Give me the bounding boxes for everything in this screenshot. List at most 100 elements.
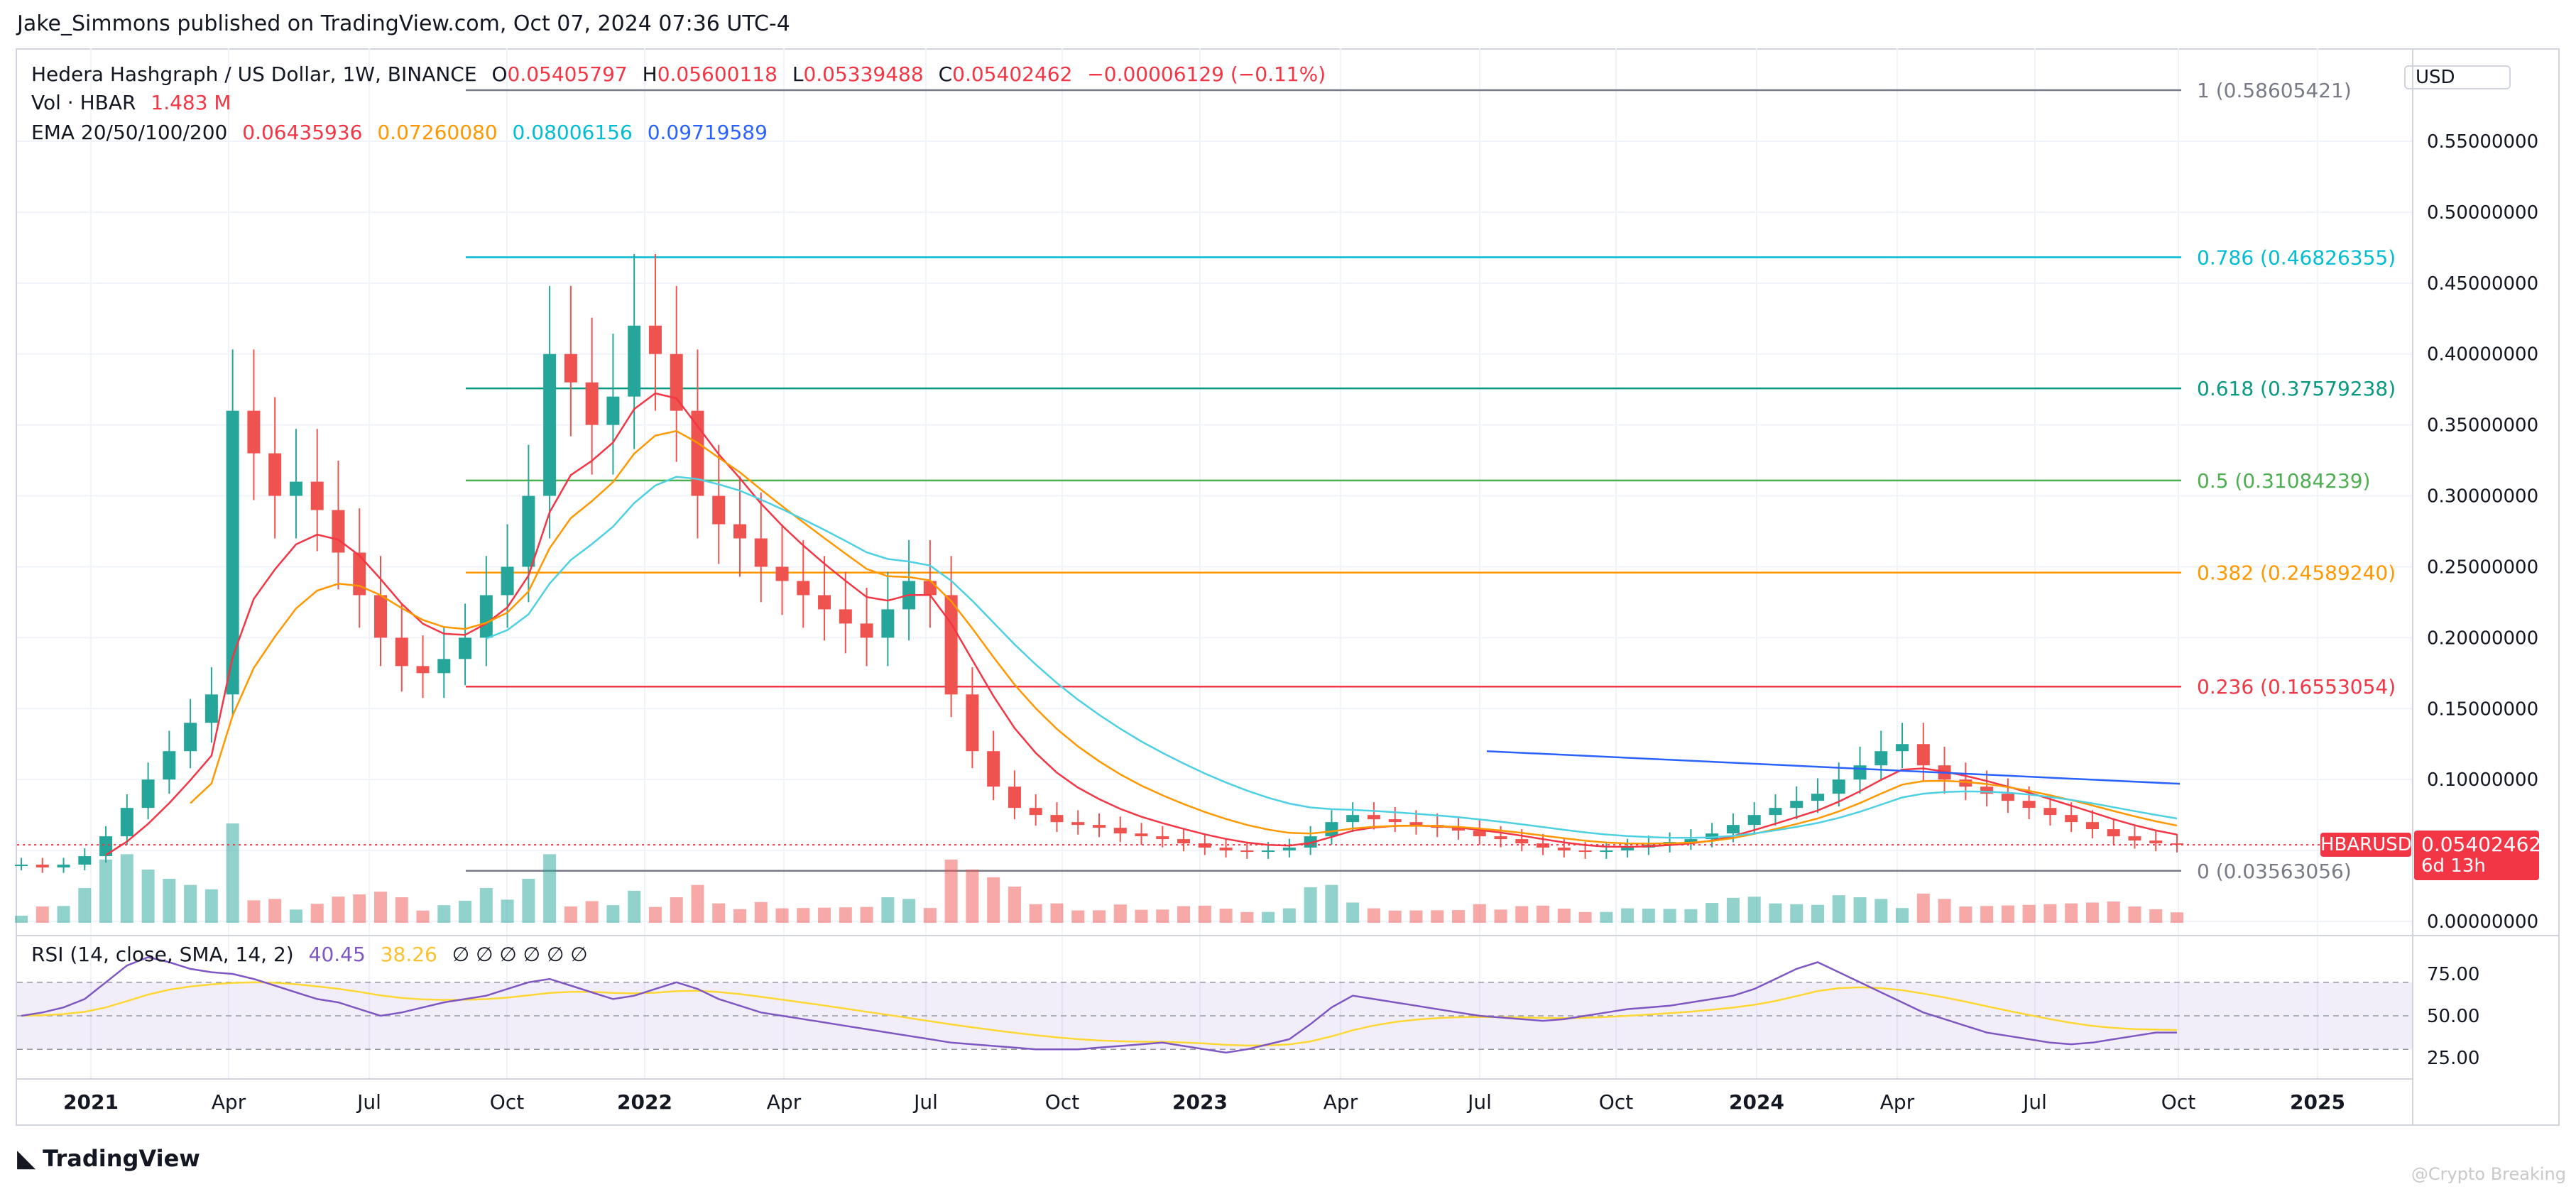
volume-bar	[1853, 897, 1867, 923]
candle-body	[374, 595, 387, 638]
volume-bar	[1494, 909, 1507, 923]
volume-bar	[1452, 910, 1465, 923]
candle-body	[1747, 815, 1761, 826]
candle-body	[1113, 828, 1127, 834]
volume-bar	[1409, 910, 1423, 923]
volume-bar	[1600, 911, 1613, 923]
current-price-value: 0.05402462	[2421, 833, 2542, 856]
price-tick-label: 0.30000000	[2427, 486, 2538, 508]
candle-body	[120, 808, 133, 837]
volume-bar	[691, 884, 704, 923]
volume-bar	[1325, 884, 1338, 923]
price-tick-label: 0.55000000	[2427, 131, 2538, 153]
time-tick-label: Oct	[2161, 1090, 2195, 1114]
ema-legend[interactable]: EMA 20/50/100/200 0.06435936 0.07260080 …	[31, 121, 768, 144]
volume-bar	[332, 897, 345, 923]
candle-body	[1832, 779, 1845, 794]
time-tick-label: 2021	[63, 1090, 119, 1114]
volume-bar	[818, 907, 831, 923]
candle-body	[1240, 850, 1254, 853]
volume-bar	[2085, 902, 2099, 923]
volume-bar	[754, 902, 768, 923]
change-value: −0.00006129 (−0.11%)	[1087, 62, 1326, 86]
volume-bar	[141, 870, 155, 923]
current-symbol-tag: HBARUSD	[2320, 833, 2412, 857]
fib-level-label: 0.5 (0.31084239)	[2197, 469, 2371, 493]
candle-body	[606, 396, 620, 425]
volume-bar	[204, 889, 218, 923]
candle-body	[1537, 843, 1550, 848]
volume-bar	[1747, 897, 1761, 923]
volume-bar	[1790, 904, 1803, 923]
candle-body	[1769, 808, 1782, 816]
rsi-sma-value: 38.26	[380, 943, 437, 966]
candle-body	[818, 595, 831, 610]
fib-level-label: 0.618 (0.37579238)	[2197, 377, 2396, 400]
symbol-title[interactable]: Hedera Hashgraph / US Dollar, 1W, BINANC…	[31, 62, 477, 86]
volume-bar	[1684, 909, 1698, 923]
candle-body	[1959, 779, 1972, 787]
candle-body	[1135, 833, 1148, 837]
candle-body	[585, 382, 599, 425]
fib-level-label: 0.786 (0.46826355)	[2197, 246, 2396, 269]
footer-brand[interactable]: ◣ TradingView	[17, 1144, 200, 1173]
candle-body	[1578, 850, 1592, 853]
time-tick-label: Oct	[490, 1090, 524, 1114]
rsi-legend[interactable]: RSI (14, close, SMA, 14, 2) 40.45 38.26 …	[31, 943, 588, 966]
volume-label: Vol · HBAR	[31, 91, 136, 114]
candle-body	[1896, 744, 1909, 752]
bar-countdown: 6d 13h	[2421, 855, 2486, 877]
ema-label: EMA 20/50/100/200	[31, 121, 228, 144]
volume-bar	[966, 870, 979, 923]
price-tick-label: 0.15000000	[2427, 698, 2538, 720]
volume-bar	[2022, 904, 2036, 923]
volume-bar	[57, 906, 70, 923]
candle-body	[99, 836, 113, 857]
volume-bar	[1959, 906, 1972, 923]
volume-bar	[1050, 903, 1064, 923]
close-label: C	[938, 62, 953, 86]
volume-bar	[628, 890, 641, 923]
volume-bar	[1346, 902, 1360, 923]
price-tick-label: 0.35000000	[2427, 415, 2538, 437]
volume-bar	[1578, 911, 1592, 923]
rsi-sma-line	[21, 981, 2178, 1047]
low-value: 0.05339488	[803, 62, 924, 86]
time-tick-label: 2022	[617, 1090, 672, 1114]
candle-body	[2043, 808, 2057, 816]
price-tick-label: 0.45000000	[2427, 273, 2538, 295]
volume-bar	[2001, 905, 2014, 923]
volume-bar	[99, 859, 113, 923]
grid-layer	[17, 48, 2413, 1079]
candle-body	[2107, 829, 2120, 837]
currency-selector[interactable]: USD	[2404, 65, 2511, 89]
volume-bar	[2128, 906, 2141, 923]
volume-bar	[987, 877, 1000, 923]
candle-body	[247, 410, 261, 454]
candle-body	[670, 354, 683, 411]
candle-body	[1177, 839, 1191, 844]
fib-level-label: 0.382 (0.24589240)	[2197, 561, 2396, 585]
candle-body	[2149, 840, 2163, 844]
price-tick-label: 0.25000000	[2427, 557, 2538, 578]
volume-bar	[268, 899, 282, 923]
candle-body	[775, 566, 789, 581]
volume-bar	[543, 854, 557, 923]
volume-legend[interactable]: Vol · HBAR 1.483 M	[31, 91, 231, 114]
volume-bar	[1980, 906, 1994, 923]
volume-bar	[1726, 897, 1740, 923]
chart-frame[interactable]	[16, 48, 2560, 1126]
candle-body	[564, 354, 577, 383]
candle-body	[1156, 836, 1169, 840]
candle-body	[1409, 822, 1423, 826]
volume-bar	[353, 894, 366, 923]
volume-bar	[2171, 912, 2183, 923]
volume-bar	[1642, 909, 1655, 923]
rsi-empty-values: ∅ ∅ ∅ ∅ ∅ ∅	[452, 943, 588, 966]
trend-line	[1486, 750, 2181, 785]
time-tick-label: Jul	[356, 1090, 381, 1114]
ema20-value: 0.06435936	[242, 121, 363, 144]
candle-body	[78, 856, 92, 865]
candle-body	[459, 637, 472, 659]
